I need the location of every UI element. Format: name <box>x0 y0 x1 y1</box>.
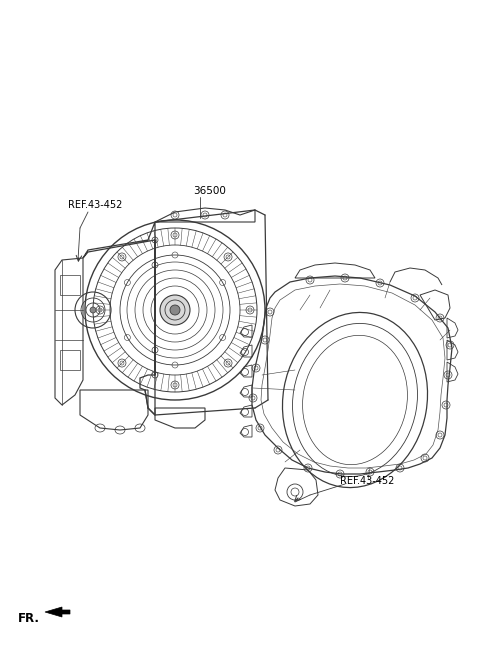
Text: REF.43-452: REF.43-452 <box>340 476 395 486</box>
Polygon shape <box>45 607 70 617</box>
Text: 36500: 36500 <box>193 186 226 196</box>
Text: REF.43-452: REF.43-452 <box>68 200 122 210</box>
Ellipse shape <box>160 295 190 325</box>
Ellipse shape <box>170 305 180 315</box>
Ellipse shape <box>90 307 96 313</box>
Text: FR.: FR. <box>18 612 40 625</box>
